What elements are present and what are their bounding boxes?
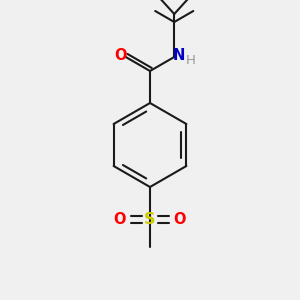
Text: H: H bbox=[185, 53, 195, 67]
Text: O: O bbox=[174, 212, 186, 226]
Text: N: N bbox=[173, 49, 185, 64]
Text: O: O bbox=[115, 49, 127, 64]
Text: O: O bbox=[114, 212, 126, 226]
Text: S: S bbox=[144, 212, 156, 226]
